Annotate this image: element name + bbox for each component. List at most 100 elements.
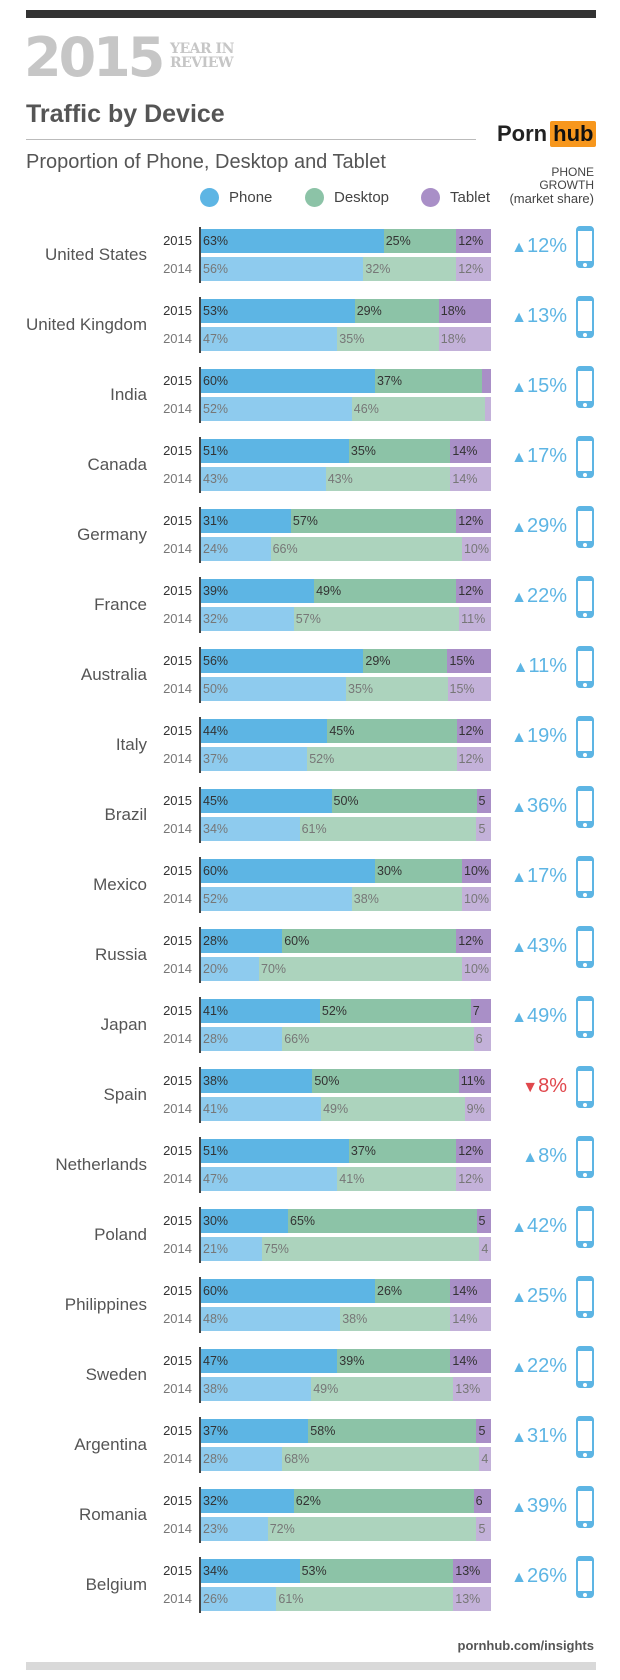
- year-label: 2015: [163, 1213, 192, 1228]
- arrow-up-icon: ▲: [511, 449, 527, 466]
- bar-2015: 51% 35% 14%: [201, 439, 491, 463]
- segment-phone: 47%: [201, 1349, 338, 1373]
- bar-2014: 52% 46%: [201, 397, 491, 421]
- segment-desktop: 61%: [299, 817, 477, 841]
- year-label: 2015: [163, 443, 192, 458]
- segment-desktop: 41%: [337, 1167, 457, 1191]
- bar-2015: 60% 26% 14%: [201, 1279, 491, 1303]
- segment-tablet: 18%: [438, 299, 491, 323]
- arrow-up-icon: ▲: [511, 309, 527, 326]
- phone-growth: ▲15%: [505, 375, 567, 398]
- phone-icon: [576, 506, 594, 548]
- country-label: Canada: [87, 455, 147, 474]
- segment-desktop: 50%: [331, 789, 477, 813]
- phone-growth: ▲22%: [505, 1355, 567, 1378]
- segment-phone: 52%: [201, 397, 352, 421]
- growth-value: 22%: [526, 1355, 567, 1377]
- growth-value: 19%: [526, 725, 567, 747]
- footer-link[interactable]: pornhub.com/insights: [457, 1638, 595, 1653]
- year-label: 2014: [163, 891, 192, 906]
- legend-dot-phone: [200, 188, 219, 207]
- segment-tablet: 5: [476, 817, 491, 841]
- year-label: 2014: [163, 1101, 192, 1116]
- phone-growth: ▲22%: [505, 585, 567, 608]
- growth-value: 13%: [526, 305, 567, 327]
- growth-header-line: (market share): [509, 191, 594, 206]
- country-label: Philippines: [64, 1295, 147, 1314]
- phone-icon: [576, 996, 594, 1038]
- subtitle: Proportion of Phone, Desktop and Tablet: [26, 151, 386, 173]
- year-label: 2015: [163, 1283, 192, 1298]
- segment-tablet: 12%: [456, 1167, 491, 1191]
- bar-2015: 60% 30% 10%: [201, 859, 491, 883]
- segment-tablet: 12%: [456, 257, 491, 281]
- bar-2014: 43% 43% 14%: [201, 467, 491, 491]
- country-label: France: [94, 595, 147, 614]
- segment-phone: 44%: [201, 719, 328, 743]
- segment-desktop: 52%: [319, 999, 471, 1023]
- bar-2015: 63% 25% 12%: [201, 229, 491, 253]
- bar-2015: 56% 29% 15%: [201, 649, 491, 673]
- bar-2014: 20% 70% 10%: [201, 957, 491, 981]
- year-label: 2014: [163, 1451, 192, 1466]
- bar-2014: 32% 57% 11%: [201, 607, 491, 631]
- segment-tablet: 5: [476, 1209, 491, 1233]
- bar-axis: [199, 787, 201, 843]
- top-bar: [26, 10, 596, 18]
- arrow-up-icon: ▲: [511, 379, 527, 396]
- segment-phone: 51%: [201, 439, 349, 463]
- bar-2015: 41% 52% 7: [201, 999, 491, 1023]
- bar-axis: [199, 927, 201, 983]
- segment-phone: 26%: [201, 1587, 277, 1611]
- segment-desktop: 35%: [346, 677, 448, 701]
- segment-desktop: 35%: [348, 439, 451, 463]
- year-label: 2015: [163, 1003, 192, 1018]
- segment-tablet: 11%: [459, 607, 491, 631]
- segment-phone: 47%: [201, 1167, 338, 1191]
- segment-phone: 39%: [201, 579, 315, 603]
- country-label: Italy: [115, 735, 147, 754]
- phone-icon: [576, 646, 594, 688]
- bar-2015: 51% 37% 12%: [201, 1139, 491, 1163]
- bar-axis: [199, 297, 201, 353]
- country-label: Russia: [95, 945, 147, 964]
- phone-growth: ▲31%: [505, 1425, 567, 1448]
- arrow-up-icon: ▲: [511, 1009, 527, 1026]
- segment-desktop: 61%: [276, 1587, 454, 1611]
- growth-value: 42%: [526, 1215, 567, 1237]
- country-label: Romania: [78, 1505, 147, 1524]
- segment-tablet: 5: [476, 1517, 491, 1541]
- phone-growth: ▲42%: [505, 1215, 567, 1238]
- legend-desktop: Desktop: [305, 188, 389, 207]
- segment-desktop: 37%: [348, 1139, 457, 1163]
- bar-2015: 37% 58% 5: [201, 1419, 491, 1443]
- segment-desktop: 29%: [363, 649, 448, 673]
- growth-header-line: GROWTH: [539, 178, 594, 192]
- segment-phone: 28%: [201, 929, 283, 953]
- bottom-bar: [26, 1662, 596, 1670]
- bar-axis: [199, 367, 201, 423]
- year-label: 2015: [163, 653, 192, 668]
- segment-phone: 38%: [201, 1069, 313, 1093]
- growth-value: 31%: [526, 1425, 567, 1447]
- segment-desktop: 38%: [340, 1307, 451, 1331]
- legend-dot-desktop: [305, 188, 324, 207]
- segment-tablet: 7: [470, 999, 491, 1023]
- country-label: Germany: [77, 525, 147, 544]
- country-label: Argentina: [74, 1435, 147, 1454]
- bar-2015: 47% 39% 14%: [201, 1349, 491, 1373]
- bar-axis: [199, 227, 201, 283]
- segment-tablet: 6: [473, 1027, 491, 1051]
- segment-phone: 31%: [201, 509, 291, 533]
- phone-icon: [576, 786, 594, 828]
- arrow-up-icon: ▲: [511, 939, 527, 956]
- segment-desktop: 68%: [282, 1447, 480, 1471]
- segment-phone: 43%: [201, 467, 326, 491]
- country-label: India: [110, 385, 147, 404]
- bar-2014: 28% 66% 6: [201, 1027, 491, 1051]
- phone-growth: ▲17%: [505, 445, 567, 468]
- segment-phone: 37%: [201, 1419, 309, 1443]
- bar-2014: 28% 68% 4: [201, 1447, 491, 1471]
- segment-tablet: 4: [479, 1447, 491, 1471]
- segment-phone: 52%: [201, 887, 352, 911]
